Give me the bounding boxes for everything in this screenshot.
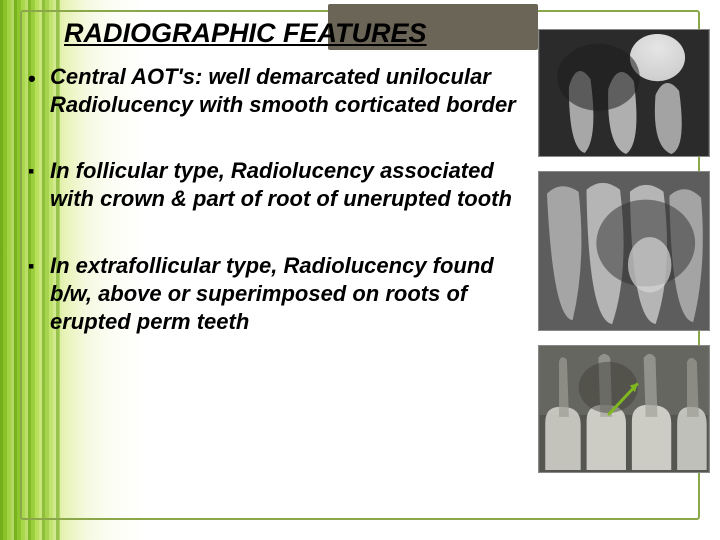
xray-follicular [538, 171, 710, 331]
xray-central-aot [538, 29, 710, 157]
radiograph-icon [539, 172, 709, 330]
bullet-column: Central AOT's: well demarcated unilocula… [28, 63, 530, 473]
bullet-list: Central AOT's: well demarcated unilocula… [28, 63, 526, 336]
radiograph-icon [539, 30, 709, 156]
bullet-item: In extrafollicular type, Radiolucency fo… [28, 252, 526, 336]
slide: RADIOGRAPHIC FEATURES Central AOT's: wel… [0, 0, 720, 540]
bullet-item: Central AOT's: well demarcated unilocula… [28, 63, 526, 119]
image-column [538, 29, 710, 473]
bullet-item: In follicular type, Radiolucency associa… [28, 157, 526, 213]
slide-title: RADIOGRAPHIC FEATURES [64, 18, 427, 49]
radiograph-icon [539, 346, 709, 472]
title-block: RADIOGRAPHIC FEATURES [64, 18, 427, 49]
content-row: Central AOT's: well demarcated unilocula… [28, 63, 710, 473]
xray-extrafollicular [538, 345, 710, 473]
